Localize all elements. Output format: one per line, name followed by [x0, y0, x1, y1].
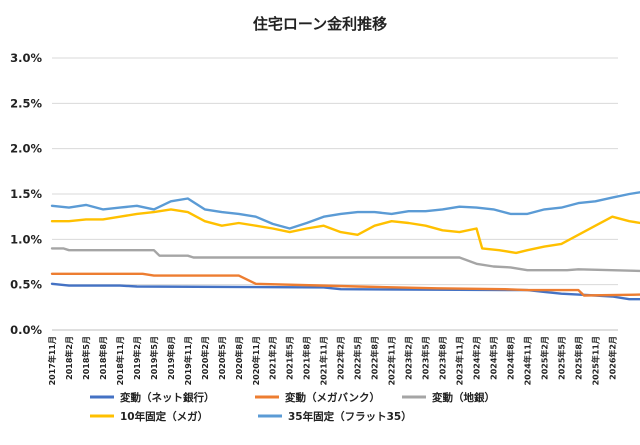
series-line	[50, 208, 640, 255]
y-tick-label: 1.5%	[10, 187, 42, 201]
x-tick-label: 2024年5月	[488, 336, 498, 380]
y-tick-label: 1.0%	[10, 232, 42, 246]
series-line	[50, 272, 640, 297]
x-tick-label: 2022年5月	[353, 336, 363, 380]
x-tick-label: 2019年2月	[132, 336, 142, 380]
y-tick-label: 0.0%	[10, 323, 42, 337]
legend-label: 変動（メガバンク）	[285, 391, 380, 404]
series-layer	[50, 191, 640, 301]
x-tick-label: 2025年8月	[573, 336, 583, 380]
x-tick-label: 2018年5月	[81, 336, 91, 380]
legend-label: 変動（地銀）	[432, 391, 495, 404]
y-tick-label: 3.0%	[10, 51, 42, 65]
legend: 変動（ネット銀行） 変動（メガバンク） 変動（地銀） 10年固定（メガ） 35年固定（フ…	[90, 391, 495, 423]
y-axis-ticks: 0.0% 0.5% 1.0% 1.5% 2.0% 2.5% 3.0%	[10, 51, 42, 337]
y-tick-label: 2.0%	[10, 142, 42, 156]
x-tick-label: 2020年8月	[234, 336, 244, 380]
legend-label: 35年固定（フラット35）	[288, 410, 412, 423]
x-tick-label: 2021年5月	[285, 336, 295, 380]
series-line	[50, 282, 640, 301]
x-tick-label: 2021年8月	[302, 336, 312, 380]
x-tick-label: 2025年2月	[539, 336, 549, 380]
legend-label: 変動（ネット銀行）	[120, 391, 215, 404]
x-tick-label: 2018年2月	[64, 336, 74, 380]
x-tick-label: 2023年11月	[455, 336, 465, 385]
x-tick-label: 2019年5月	[149, 336, 159, 380]
y-tick-label: 2.5%	[10, 96, 42, 110]
x-tick-label: 2022年11月	[387, 336, 397, 385]
y-tick-label: 0.5%	[10, 278, 42, 292]
grid-layer	[52, 57, 618, 331]
x-tick-label: 2022年2月	[336, 336, 346, 380]
x-tick-label: 2024年11月	[522, 336, 532, 385]
x-tick-label: 2021年2月	[268, 336, 278, 380]
chart-title: 住宅ローン金利推移	[252, 15, 388, 33]
legend-label: 10年固定（メガ）	[120, 410, 208, 423]
x-tick-label: 2020年11月	[251, 336, 261, 385]
x-tick-label: 2025年11月	[590, 336, 600, 385]
x-tick-label: 2018年8月	[98, 336, 108, 380]
x-tick-label: 2023年8月	[438, 336, 448, 380]
x-tick-label: 2021年11月	[319, 336, 329, 385]
x-tick-label: 2022年8月	[370, 336, 380, 380]
x-tick-label: 2026年2月	[607, 336, 617, 380]
x-tick-label: 2024年8月	[505, 336, 515, 380]
x-tick-label: 2025年5月	[556, 336, 566, 380]
x-tick-label: 2023年2月	[404, 336, 414, 380]
x-tick-label: 2023年5月	[421, 336, 431, 380]
series-line	[50, 191, 640, 230]
x-tick-label: 2020年2月	[200, 336, 210, 380]
x-tick-label: 2020年5月	[217, 336, 227, 380]
series-line	[50, 247, 640, 273]
x-tick-label: 2018年11月	[115, 336, 125, 385]
x-axis-ticks: 2017年11月 2018年2月 2018年5月 2018年8月 2018年11月 201…	[47, 336, 617, 385]
x-tick-label: 2019年8月	[166, 336, 176, 380]
x-tick-label: 2017年11月	[47, 336, 57, 385]
x-tick-label: 2024年2月	[472, 336, 482, 380]
x-tick-label: 2019年11月	[183, 336, 193, 385]
